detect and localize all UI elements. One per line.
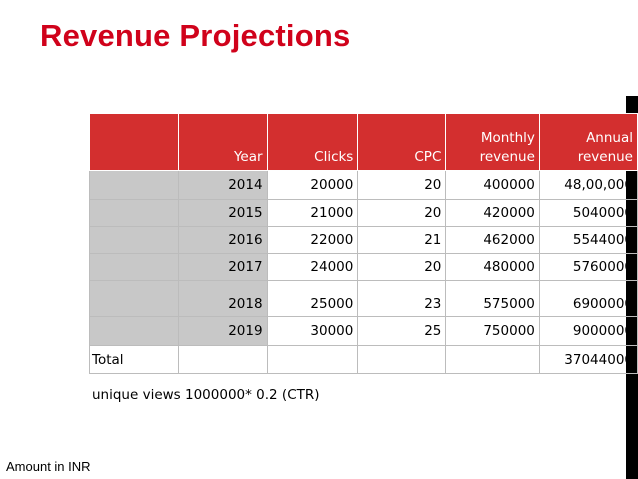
cell-annual: 5544000 xyxy=(538,226,638,254)
total-row: Total 37044000 xyxy=(89,345,638,374)
total-annual: 37044000 xyxy=(538,345,638,374)
page-title: Revenue Projections xyxy=(40,18,351,53)
cell-clicks: 30000 xyxy=(266,316,359,346)
cell-year: 2018 xyxy=(177,280,268,317)
header-year: Year xyxy=(177,113,268,171)
cell-monthly: 575000 xyxy=(445,280,540,317)
total-blank xyxy=(445,345,540,374)
cell-annual: 5760000 xyxy=(538,253,638,281)
cell-cpc: 23 xyxy=(357,280,447,317)
table-row: 2015 21000 20 420000 5040000 xyxy=(89,199,638,227)
header-annual-revenue: Annual revenue xyxy=(538,113,638,171)
header-monthly-line1: Monthly xyxy=(480,130,535,146)
header-monthly-revenue: Monthly revenue xyxy=(445,113,540,171)
table-row: 2017 24000 20 480000 5760000 xyxy=(89,253,638,281)
row-blank xyxy=(89,170,179,200)
cell-annual: 9000000 xyxy=(538,316,638,346)
cell-cpc: 20 xyxy=(357,199,447,227)
cell-cpc: 20 xyxy=(357,253,447,281)
header-annual-line1: Annual xyxy=(586,130,633,146)
total-blank xyxy=(357,345,447,374)
header-clicks: Clicks xyxy=(266,113,359,171)
currency-footnote: Amount in INR xyxy=(6,459,91,474)
cell-year: 2014 xyxy=(177,170,268,200)
table-header-row: Year Clicks CPC Monthly revenue Annual r… xyxy=(89,113,638,171)
row-blank xyxy=(89,253,179,281)
cell-clicks: 24000 xyxy=(266,253,359,281)
total-blank xyxy=(177,345,268,374)
header-monthly-line2: revenue xyxy=(479,149,535,165)
cell-clicks: 20000 xyxy=(266,170,359,200)
cell-annual: 6900000 xyxy=(538,280,638,317)
header-cpc: CPC xyxy=(357,113,447,171)
total-blank xyxy=(266,345,359,374)
cell-year: 2019 xyxy=(177,316,268,346)
cell-cpc: 20 xyxy=(357,170,447,200)
table-row: 2016 22000 21 462000 5544000 xyxy=(89,226,638,254)
table-row: 2019 30000 25 750000 9000000 xyxy=(89,316,638,346)
table-row: 2018 25000 23 575000 6900000 xyxy=(89,280,638,317)
cell-monthly: 420000 xyxy=(445,199,540,227)
cell-year: 2015 xyxy=(177,199,268,227)
cell-monthly: 480000 xyxy=(445,253,540,281)
row-blank xyxy=(89,199,179,227)
cell-year: 2016 xyxy=(177,226,268,254)
cell-monthly: 462000 xyxy=(445,226,540,254)
cell-year: 2017 xyxy=(177,253,268,281)
row-blank xyxy=(89,280,179,317)
cell-clicks: 25000 xyxy=(266,280,359,317)
cell-cpc: 21 xyxy=(357,226,447,254)
cell-cpc: 25 xyxy=(357,316,447,346)
cell-clicks: 22000 xyxy=(266,226,359,254)
table-row: 2014 20000 20 400000 48,00,000 xyxy=(89,170,638,200)
cell-monthly: 400000 xyxy=(445,170,540,200)
cell-clicks: 21000 xyxy=(266,199,359,227)
cell-annual: 5040000 xyxy=(538,199,638,227)
cell-monthly: 750000 xyxy=(445,316,540,346)
cell-annual: 48,00,000 xyxy=(538,170,638,200)
revenue-table: Year Clicks CPC Monthly revenue Annual r… xyxy=(89,113,638,374)
row-blank xyxy=(89,226,179,254)
row-blank xyxy=(89,316,179,346)
ctr-note: unique views 1000000* 0.2 (CTR) xyxy=(92,387,320,403)
total-label: Total xyxy=(89,345,179,374)
header-annual-line2: revenue xyxy=(577,149,633,165)
header-blank xyxy=(89,113,179,171)
